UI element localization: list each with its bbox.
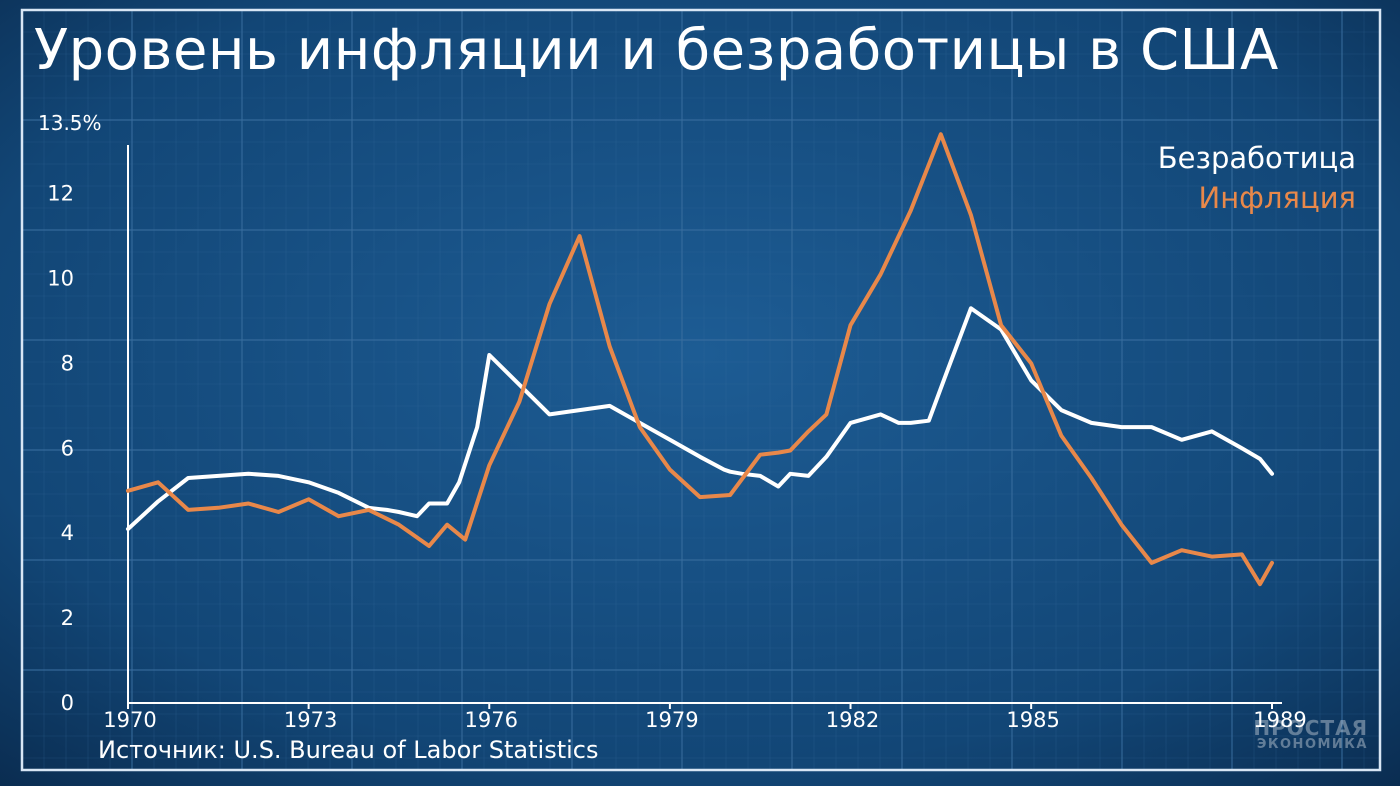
chart-axes (127, 145, 1282, 704)
chart-title: Уровень инфляции и безработицы в США (34, 18, 1279, 83)
x-tick-label: 1982 (826, 708, 879, 732)
y-tick-label: 4 (61, 521, 74, 545)
x-tick-label: 1973 (284, 708, 337, 732)
background-grid (21, 9, 1380, 770)
chart-frame (20, 8, 1382, 772)
unemployment-series-line (126, 306, 1274, 531)
y-tick-label: 6 (61, 436, 74, 460)
legend-entry-unemployment: Безработица (1157, 141, 1356, 175)
y-tick-label: 0 (61, 691, 74, 715)
source-note: Источник: U.S. Bureau of Labor Statistic… (98, 736, 599, 764)
y-tick-label: 8 (61, 351, 74, 375)
x-tick-label: 1970 (103, 708, 156, 732)
y-tick-label: 12 (47, 182, 74, 206)
logo-line-2: ЭКОНОМИКА (1256, 737, 1368, 752)
legend-entry-inflation: Инфляция (1198, 181, 1356, 215)
y-tick-label: 2 (61, 606, 74, 630)
logo-line-1: ПРОСТАЯ (1253, 716, 1368, 740)
chart-legend: Безработица Инфляция (1158, 138, 1356, 218)
x-tick-label: 1979 (645, 708, 698, 732)
y-tick-labels: 0 2 4 6 8 10 12 13.5% (38, 111, 102, 715)
x-tick-label: 1976 (465, 708, 518, 732)
y-tick-label: 10 (47, 267, 74, 291)
y-tick-label: 13.5% (38, 111, 102, 135)
x-tick-label: 1985 (1006, 708, 1059, 732)
x-tick-labels: 1970 1973 1976 1979 1982 1985 1989 (103, 703, 1307, 732)
inflation-series-line (126, 132, 1274, 587)
brand-logo: ПРОСТАЯ ЭКОНОМИКА (1253, 718, 1368, 751)
series-lines (126, 132, 1274, 587)
x-tick-label: 1989 (1253, 708, 1306, 732)
